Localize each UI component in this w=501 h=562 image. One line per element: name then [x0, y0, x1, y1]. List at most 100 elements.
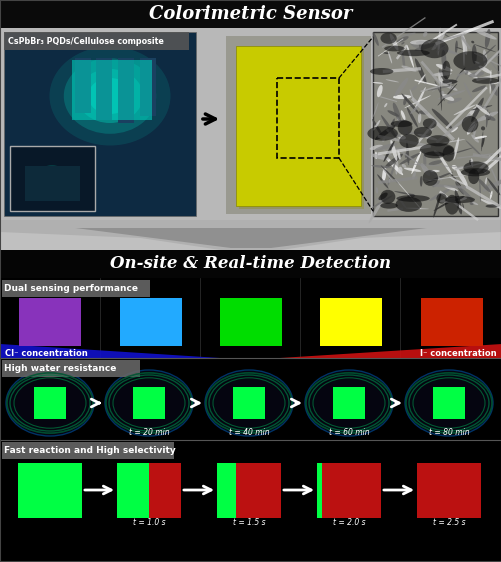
Bar	[416, 463, 480, 518]
Ellipse shape	[450, 127, 457, 132]
Ellipse shape	[6, 370, 94, 436]
Bar	[10, 146, 95, 211]
Ellipse shape	[381, 138, 384, 142]
Ellipse shape	[381, 167, 386, 182]
Ellipse shape	[468, 160, 473, 166]
Ellipse shape	[455, 47, 462, 49]
Ellipse shape	[380, 190, 395, 204]
Ellipse shape	[438, 197, 466, 203]
Ellipse shape	[404, 152, 407, 158]
Ellipse shape	[406, 194, 414, 198]
Ellipse shape	[381, 148, 392, 157]
Ellipse shape	[410, 151, 421, 174]
Ellipse shape	[444, 195, 458, 215]
Ellipse shape	[64, 58, 156, 134]
Ellipse shape	[439, 91, 443, 95]
Ellipse shape	[451, 165, 456, 170]
Ellipse shape	[465, 140, 481, 157]
Bar	[316, 463, 380, 518]
Ellipse shape	[402, 126, 407, 136]
Ellipse shape	[431, 78, 449, 92]
Ellipse shape	[395, 197, 421, 212]
Bar	[18, 463, 82, 518]
Ellipse shape	[485, 117, 490, 120]
Ellipse shape	[485, 112, 489, 120]
Bar	[232, 387, 265, 419]
Bar	[225, 36, 370, 214]
Bar	[0, 440, 501, 530]
Polygon shape	[75, 228, 426, 248]
Text: t = 2.0 s: t = 2.0 s	[332, 518, 365, 527]
Ellipse shape	[435, 193, 446, 203]
Ellipse shape	[380, 33, 396, 44]
Ellipse shape	[462, 40, 464, 66]
Ellipse shape	[418, 110, 427, 115]
Ellipse shape	[477, 65, 490, 74]
Ellipse shape	[478, 180, 480, 202]
Ellipse shape	[414, 43, 436, 51]
Ellipse shape	[473, 135, 486, 139]
Ellipse shape	[442, 33, 448, 38]
Ellipse shape	[367, 126, 397, 140]
Text: High water resistance: High water resistance	[4, 364, 116, 373]
Ellipse shape	[452, 105, 475, 115]
Ellipse shape	[395, 160, 397, 175]
Ellipse shape	[486, 184, 489, 189]
Ellipse shape	[435, 64, 451, 71]
Ellipse shape	[88, 78, 132, 114]
Text: t = 20 min: t = 20 min	[128, 428, 169, 437]
Ellipse shape	[471, 202, 477, 205]
Ellipse shape	[483, 184, 490, 195]
Ellipse shape	[392, 103, 400, 122]
Ellipse shape	[448, 176, 466, 185]
Ellipse shape	[470, 41, 473, 43]
Ellipse shape	[409, 105, 419, 114]
Ellipse shape	[403, 167, 420, 172]
Ellipse shape	[398, 135, 405, 139]
Ellipse shape	[371, 119, 383, 138]
Text: t = 1.0 s: t = 1.0 s	[132, 518, 165, 527]
Ellipse shape	[402, 97, 406, 105]
Ellipse shape	[371, 196, 392, 209]
Ellipse shape	[461, 116, 477, 133]
Ellipse shape	[483, 115, 494, 121]
Bar	[0, 0, 501, 28]
Ellipse shape	[483, 178, 486, 187]
Ellipse shape	[472, 123, 476, 132]
Bar	[75, 58, 91, 113]
Ellipse shape	[438, 69, 449, 85]
Ellipse shape	[452, 51, 486, 70]
Ellipse shape	[449, 173, 460, 187]
Ellipse shape	[439, 81, 441, 111]
Ellipse shape	[428, 170, 439, 173]
Ellipse shape	[383, 140, 394, 162]
Ellipse shape	[437, 28, 440, 56]
Ellipse shape	[426, 135, 448, 146]
Ellipse shape	[443, 185, 457, 191]
Ellipse shape	[401, 52, 404, 69]
Ellipse shape	[471, 78, 498, 84]
Ellipse shape	[433, 46, 459, 55]
Bar	[0, 278, 501, 358]
Ellipse shape	[425, 172, 452, 183]
Ellipse shape	[410, 42, 418, 48]
Ellipse shape	[442, 146, 454, 161]
Ellipse shape	[446, 98, 461, 103]
Ellipse shape	[452, 137, 458, 160]
Bar	[117, 463, 181, 518]
Ellipse shape	[375, 187, 377, 194]
Ellipse shape	[379, 203, 397, 209]
Ellipse shape	[399, 153, 419, 165]
Ellipse shape	[455, 168, 467, 187]
Ellipse shape	[486, 178, 499, 195]
Ellipse shape	[418, 40, 423, 51]
Ellipse shape	[489, 191, 491, 199]
Ellipse shape	[428, 160, 442, 165]
Bar	[320, 298, 382, 346]
Ellipse shape	[437, 70, 442, 85]
Ellipse shape	[406, 45, 413, 68]
Ellipse shape	[473, 29, 496, 39]
Ellipse shape	[369, 68, 393, 75]
Bar	[316, 463, 322, 518]
Bar	[133, 387, 165, 419]
